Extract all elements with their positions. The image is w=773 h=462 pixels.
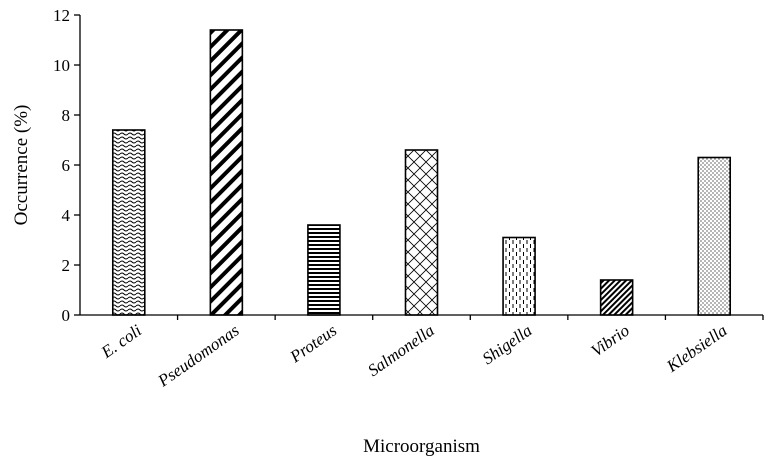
y-tick-label: 8 (62, 106, 71, 125)
bar-klebsiella (697, 156, 732, 316)
bar-salmonella (404, 149, 439, 316)
x-tick-label: Salmonella (364, 321, 438, 380)
bar-pseudomonas (209, 29, 244, 316)
x-axis-tick-labels: E. coli Pseudomonas Proteus Salmonella Shige… (97, 315, 764, 392)
x-tick-label: Pseudomonas (154, 321, 243, 392)
bar-vibrio (599, 279, 634, 316)
y-tick-label: 6 (62, 156, 71, 175)
x-tick-label: Shigella (479, 321, 536, 369)
y-tick-label: 12 (53, 6, 70, 25)
y-axis-ticks: 0 2 4 6 8 10 12 (53, 6, 80, 325)
y-tick-label: 0 (62, 306, 71, 325)
y-tick-label: 4 (62, 206, 71, 225)
y-tick-label: 10 (53, 56, 70, 75)
x-axis-title: Microorganism (363, 436, 480, 457)
bar-shigella (502, 236, 536, 316)
y-axis-title: Occurrence (%) (11, 105, 32, 226)
x-tick-label: Proteus (286, 320, 341, 366)
bars-group (111, 29, 732, 316)
x-tick-label: Vibrio (587, 321, 632, 361)
x-tick-label: E. coli (97, 321, 145, 363)
bar-e-coli (111, 129, 146, 316)
x-tick-label: Klebsiella (662, 321, 730, 377)
bar-proteus (307, 224, 341, 316)
y-tick-label: 2 (62, 256, 71, 275)
